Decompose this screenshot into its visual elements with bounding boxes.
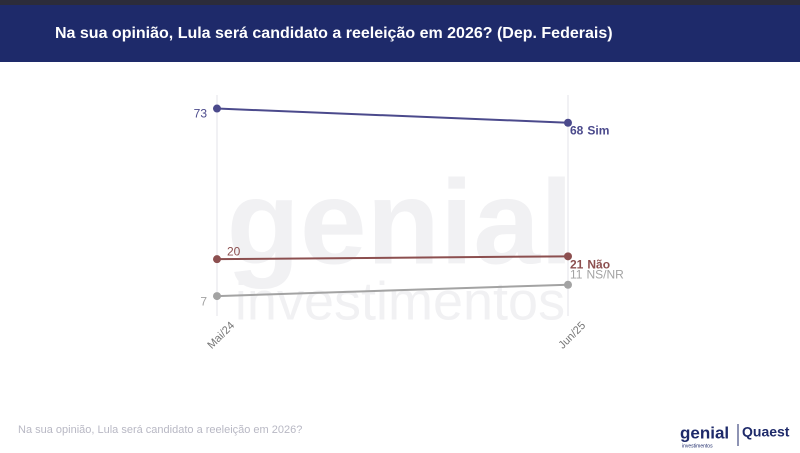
logo-quaest: Quaest	[742, 424, 790, 440]
point	[564, 252, 572, 261]
data-label: 68 Sim	[570, 124, 609, 138]
data-label-value: 68	[570, 124, 584, 138]
point	[564, 280, 572, 289]
x-tick-label: Mai/24	[205, 320, 237, 352]
header-title: Na sua opinião, Lula será candidato a re…	[55, 25, 613, 42]
data-label: 11 NS/NR	[570, 268, 624, 282]
data-label-value: 21	[570, 257, 584, 271]
series-line	[216, 255, 569, 261]
series-line	[216, 283, 569, 298]
series-line	[216, 107, 569, 124]
logo-genial-sub: investimentos	[682, 443, 713, 449]
data-label-value: 11	[570, 268, 583, 282]
footer-note: Na sua opinião, Lula será candidato a re…	[18, 424, 302, 436]
point	[213, 255, 221, 264]
data-label: 73	[194, 107, 208, 121]
watermark: genial	[227, 156, 574, 290]
legend-entry: Não	[587, 257, 610, 271]
data-label: 21 Não	[570, 257, 610, 271]
data-label: 20	[227, 244, 241, 258]
watermark: investimentos	[235, 271, 565, 331]
legend-entry: Sim	[587, 124, 609, 138]
data-label: 7	[200, 294, 207, 308]
point	[564, 118, 572, 127]
point	[213, 292, 221, 301]
legend-entry: NS/NR	[586, 268, 624, 282]
point	[213, 104, 221, 113]
header-bar	[0, 0, 800, 62]
header-top-strip	[0, 0, 800, 5]
logo-genial: genial	[680, 423, 729, 442]
